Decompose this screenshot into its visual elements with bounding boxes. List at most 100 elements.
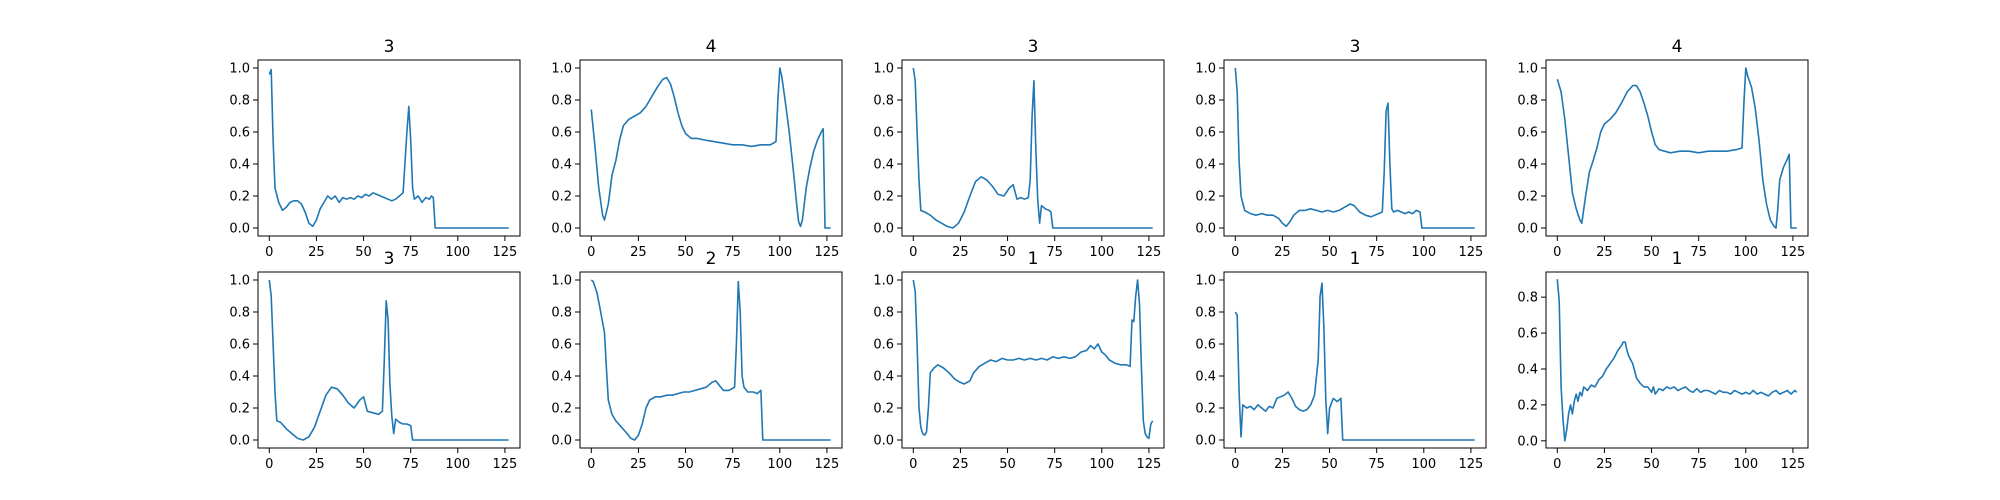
series-line [268, 68, 509, 229]
series-line [1234, 282, 1475, 441]
x-tick-label: 100 [1733, 457, 1758, 472]
x-tick-label: 125 [1137, 245, 1162, 260]
y-tick-label: 0.0 [229, 222, 250, 237]
y-tick-label: 0.4 [873, 158, 894, 173]
x-tick-label: 100 [1411, 457, 1436, 472]
subplot-5: 4 0 25 50 75 100 125 0.0 0.2 0.4 0.6 0.8 1.0 [1517, 37, 1809, 260]
series-line [1556, 67, 1797, 229]
y-tick-label: 0.8 [551, 306, 572, 321]
y-tick-label: 0.0 [229, 434, 250, 449]
y-tick-label: 0.8 [1195, 94, 1216, 109]
x-tick-label: 25 [308, 457, 325, 472]
y-tick-label: 1.0 [873, 62, 894, 77]
x-tick-label: 125 [1137, 457, 1162, 472]
y-tick-label: 0.6 [229, 126, 250, 141]
subplot-title: 3 [1350, 37, 1361, 57]
series-line [1234, 67, 1475, 229]
axes-frame [1223, 271, 1487, 449]
x-tick-label: 75 [1690, 245, 1707, 260]
series-line [590, 279, 831, 441]
y-tick-label: 0.2 [873, 402, 894, 417]
y-tick-label: 0.2 [1195, 402, 1216, 417]
y-tick-label: 0.8 [551, 94, 572, 109]
x-tick-label: 50 [1321, 245, 1338, 260]
y-tick-label: 1.0 [551, 274, 572, 289]
series-line [268, 279, 509, 441]
y-tick-label: 0.6 [1517, 126, 1538, 141]
x-tick-label: 0 [1553, 245, 1561, 260]
x-tick-label: 75 [724, 245, 741, 260]
y-tick-label: 0.2 [551, 190, 572, 205]
x-tick-label: 25 [952, 457, 969, 472]
x-tick-label: 75 [724, 457, 741, 472]
y-tick-label: 0.0 [873, 434, 894, 449]
x-tick-label: 0 [587, 245, 595, 260]
y-tick-label: 0.6 [1517, 327, 1538, 342]
x-tick-label: 125 [1781, 457, 1806, 472]
x-tick-label: 50 [1643, 457, 1660, 472]
x-tick-label: 75 [402, 245, 419, 260]
x-tick-label: 0 [909, 457, 917, 472]
y-tick-label: 0.0 [873, 222, 894, 237]
series-line [912, 67, 1153, 229]
subplot-title: 4 [1672, 37, 1683, 57]
x-tick-label: 75 [1368, 457, 1385, 472]
y-tick-label: 0.4 [1517, 158, 1538, 173]
y-tick-label: 0.2 [873, 190, 894, 205]
subplot-4: 3 0 25 50 75 100 125 0.0 0.2 0.4 0.6 0.8 1.0 [1195, 37, 1487, 260]
x-tick-label: 25 [1596, 457, 1613, 472]
y-tick-label: 0.2 [229, 190, 250, 205]
x-tick-label: 25 [630, 457, 647, 472]
subplot-title: 1 [1350, 249, 1361, 269]
y-tick-label: 0.4 [229, 370, 250, 385]
y-tick-label: 0.4 [551, 370, 572, 385]
y-tick-label: 0.8 [1517, 291, 1538, 306]
y-tick-label: 0.4 [1195, 370, 1216, 385]
y-tick-label: 0.6 [1195, 338, 1216, 353]
x-tick-label: 25 [952, 245, 969, 260]
y-tick-label: 0.6 [229, 338, 250, 353]
series-line [912, 279, 1154, 440]
y-tick-label: 0.0 [1517, 222, 1538, 237]
y-tick-label: 0.8 [873, 306, 894, 321]
x-tick-label: 100 [1411, 245, 1436, 260]
x-tick-label: 125 [1459, 245, 1484, 260]
x-tick-label: 50 [355, 245, 372, 260]
y-tick-label: 0.8 [873, 94, 894, 109]
subplot-7: 2 0 25 50 75 100 125 0.0 0.2 0.4 0.6 0.8 1.0 [551, 249, 843, 472]
subplot-title: 1 [1028, 249, 1039, 269]
y-tick-label: 0.4 [873, 370, 894, 385]
y-tick-label: 1.0 [1195, 62, 1216, 77]
x-tick-label: 50 [1643, 245, 1660, 260]
x-tick-label: 0 [1553, 457, 1561, 472]
x-tick-label: 75 [1368, 245, 1385, 260]
x-tick-label: 25 [630, 245, 647, 260]
x-tick-label: 50 [1321, 457, 1338, 472]
x-tick-label: 0 [265, 245, 273, 260]
x-tick-label: 100 [1089, 457, 1114, 472]
x-tick-label: 125 [493, 245, 518, 260]
x-tick-label: 25 [1274, 457, 1291, 472]
x-tick-label: 100 [445, 245, 470, 260]
y-tick-label: 0.8 [1195, 306, 1216, 321]
y-tick-label: 0.6 [873, 338, 894, 353]
x-tick-label: 50 [677, 457, 694, 472]
y-tick-label: 0.0 [1517, 434, 1538, 449]
y-tick-label: 0.4 [1517, 362, 1538, 377]
axes-frame [579, 271, 843, 449]
x-tick-label: 50 [999, 245, 1016, 260]
x-tick-label: 50 [355, 457, 372, 472]
subplot-10: 1 0 25 50 75 100 125 0.0 0.2 0.4 0.6 0.8 [1517, 249, 1809, 472]
y-tick-label: 0.8 [1517, 94, 1538, 109]
axes-frame [1545, 271, 1809, 449]
subplot-title: 3 [1028, 37, 1039, 57]
y-tick-label: 1.0 [229, 274, 250, 289]
x-tick-label: 100 [1733, 245, 1758, 260]
subplot-8: 1 0 25 50 75 100 125 0.0 0.2 0.4 0.6 0.8 1.0 [873, 249, 1165, 472]
x-tick-label: 125 [1781, 245, 1806, 260]
y-tick-label: 0.8 [229, 306, 250, 321]
y-tick-label: 0.0 [1195, 434, 1216, 449]
x-tick-label: 0 [265, 457, 273, 472]
y-tick-label: 0.2 [551, 402, 572, 417]
